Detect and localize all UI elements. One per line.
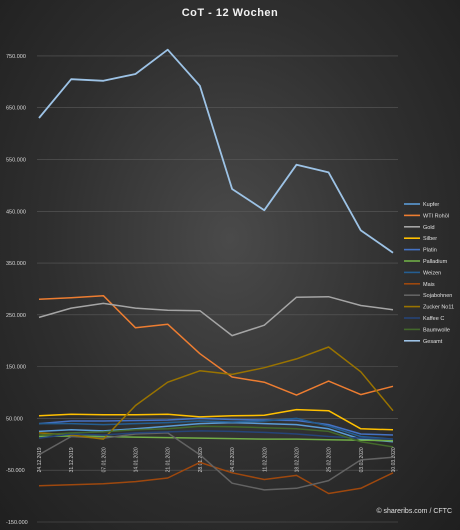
legend-label-gold: Gold: [423, 225, 435, 231]
series-line-silber: [38, 408, 394, 431]
series-line-zucker-no11: [38, 346, 394, 440]
series-line-platin: [38, 417, 394, 436]
legend-label-silber: Silber: [423, 236, 437, 242]
y-tick-label: 450.000: [6, 209, 26, 215]
y-tick-label: 750.000: [6, 54, 26, 60]
legend-label-zucker-no11: Zucker No11: [423, 305, 454, 311]
y-tick-label: 150.000: [6, 365, 26, 371]
credit-text: © shareribs.com / CFTC: [376, 507, 452, 515]
series-line-baumwolle: [38, 425, 394, 448]
series-lines: [38, 48, 394, 495]
x-tick-label: 31.12.2019: [69, 447, 75, 472]
legend-label-palladium: Palladium: [423, 259, 448, 265]
grid: [37, 55, 398, 523]
y-tick-label: 550.000: [6, 157, 26, 163]
legend-label-sojabohnen: Sojabohnen: [423, 293, 452, 299]
series-line-gesamt: [38, 48, 394, 254]
chart-title: CoT - 12 Wochen: [182, 7, 279, 19]
legend-label-gesamt: Gesamt: [423, 339, 443, 345]
y-tick-label: 250.000: [6, 313, 26, 319]
y-tick-label: 50.000: [6, 416, 23, 422]
series-line-gold: [38, 295, 394, 337]
legend-label-wti-roh-l: WTI Rohöl: [423, 213, 449, 219]
x-tick-label: 28.01.2020: [198, 447, 204, 472]
series-line-palladium: [38, 435, 394, 442]
x-tick-label: 24.12.2019: [37, 447, 43, 472]
y-tick-label: -150.000: [6, 520, 28, 526]
x-tick-label: 25.02.2020: [327, 447, 333, 472]
series-line-kupfer: [38, 421, 394, 443]
legend-label-weizen: Weizen: [423, 270, 441, 276]
series-line-wti-roh-l: [38, 294, 394, 396]
legend-label-kaffee-c: Kaffee C: [423, 316, 444, 322]
x-tick-label: 04.02.2020: [230, 447, 236, 472]
x-tick-label: 07.01.2020: [101, 447, 107, 472]
x-tick-label: 14.01.2020: [134, 447, 140, 472]
x-tick-label: 21.01.2020: [166, 447, 172, 472]
legend-label-kupfer: Kupfer: [423, 202, 439, 208]
y-tick-label: -50.000: [6, 468, 25, 474]
legend-label-platin: Platin: [423, 248, 437, 254]
y-tick-label: 650.000: [6, 106, 26, 112]
legend: Kupfer WTI Rohöl Gold Silber Platin Palladium…: [404, 202, 454, 345]
y-tick-label: 350.000: [6, 261, 26, 267]
y-axis: 750.000 650.000 550.000 450.000 350.000 250.0…: [6, 54, 28, 526]
legend-label-mais: Mais: [423, 282, 435, 288]
series-line-weizen: [39, 417, 394, 440]
x-tick-label: 18.02.2020: [294, 447, 300, 472]
legend-label-baumwolle: Baumwolle: [423, 327, 450, 333]
x-tick-label: 11.02.2020: [262, 447, 268, 472]
series-line-mais: [38, 461, 394, 495]
series-line-kaffee-c: [38, 430, 394, 440]
x-tick-label: 10.03.2020: [391, 447, 397, 472]
series-line-sojabohnen: [38, 432, 394, 491]
